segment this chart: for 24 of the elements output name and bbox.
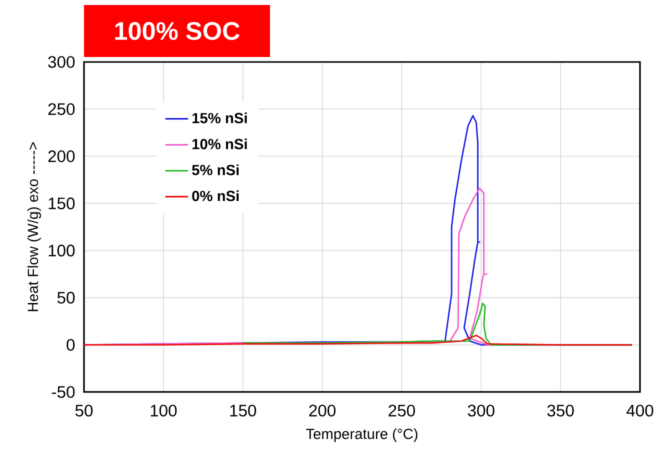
y-tick-label: -50 <box>52 386 75 398</box>
line-series <box>84 334 633 346</box>
x-tick-label: 300 <box>468 404 494 416</box>
x-tick-label: 50 <box>75 404 93 416</box>
y-tick-label: 200 <box>48 150 75 162</box>
x-axis-title: Temperature (°C) <box>306 428 418 442</box>
y-tick-label: 0 <box>66 338 75 351</box>
chart-title: 100% SOC <box>115 22 240 40</box>
legend-label: 10% nSi <box>192 138 247 150</box>
y-tick-label: 50 <box>57 292 75 304</box>
y-axis-title: Heat Flow (W/g) exo -----> <box>27 142 41 312</box>
x-tick-label: 200 <box>309 404 336 416</box>
x-tick-label: 400 <box>626 404 654 416</box>
legend-label: 0% nSi <box>192 190 239 202</box>
y-tick-label: 150 <box>48 198 75 210</box>
legend-label: 5% nSi <box>192 164 239 176</box>
x-tick-label: 350 <box>547 404 574 416</box>
x-tick-label: 150 <box>230 404 256 416</box>
y-tick-label: 100 <box>48 244 75 256</box>
y-tick-label: 300 <box>48 56 75 68</box>
x-tick-label: 250 <box>388 404 415 416</box>
y-tick-label: 250 <box>48 103 75 116</box>
x-tick-label: 100 <box>150 404 177 416</box>
legend-label: 15% nSi <box>192 112 247 124</box>
